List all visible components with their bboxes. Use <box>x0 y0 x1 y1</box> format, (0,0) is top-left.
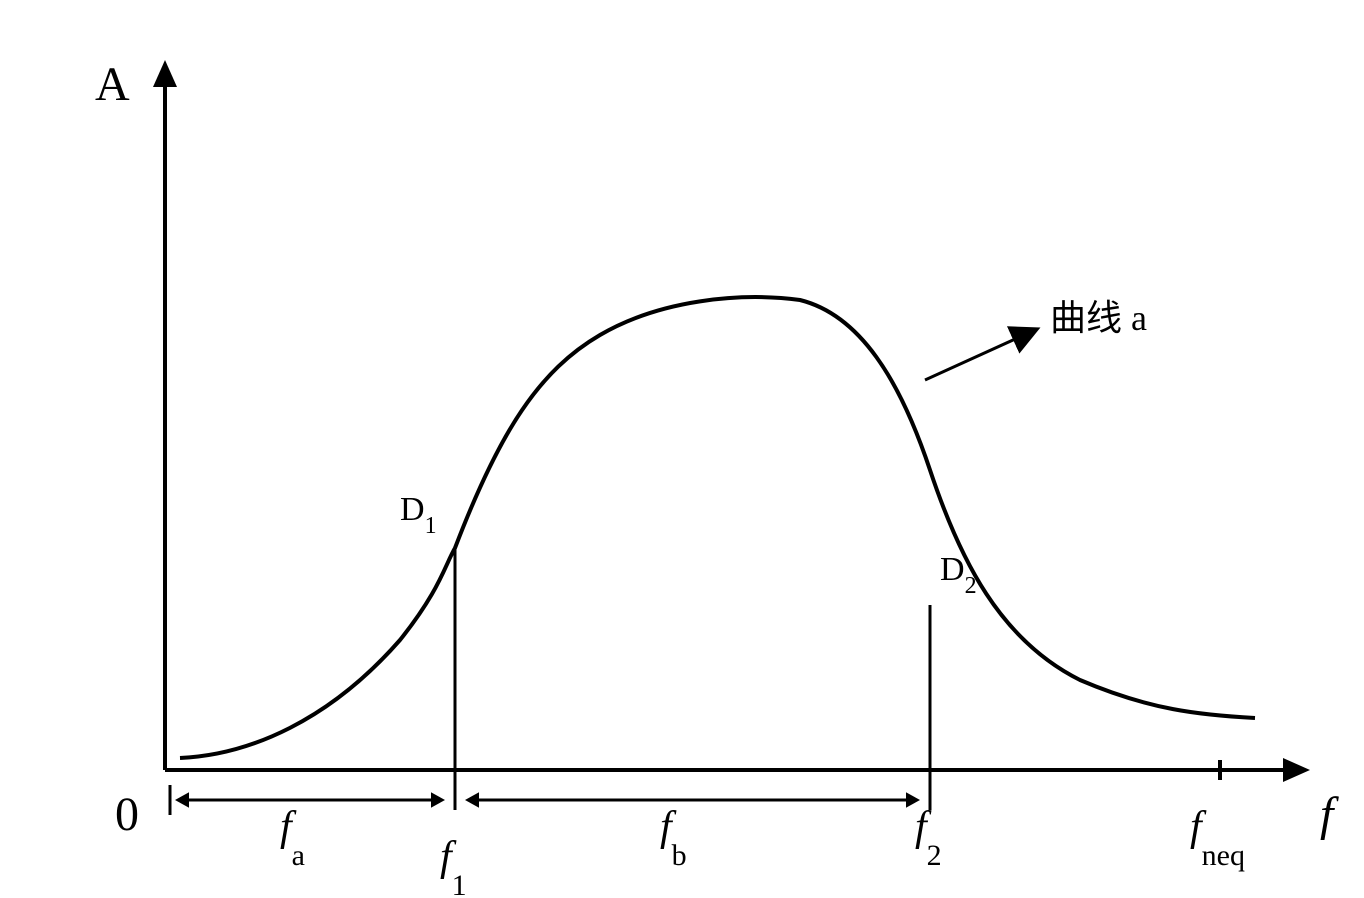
point-d2-label: D2 <box>940 551 977 599</box>
f1-label: f1 <box>440 834 467 898</box>
response-curve-a <box>180 297 1255 758</box>
x-axis-label: f <box>1320 788 1339 841</box>
curve-label-arrow <box>925 330 1035 380</box>
fb-label: fb <box>660 804 687 872</box>
origin-label: 0 <box>115 788 139 841</box>
dimension-fb <box>465 792 920 808</box>
x-axis-arrowhead <box>1283 758 1310 782</box>
frequency-response-diagram: A f 0 曲线 a D1 D2 fa fb f1 f2 fneq <box>0 0 1364 898</box>
point-d1-label: D1 <box>400 491 437 539</box>
fneq-label: fneq <box>1190 804 1245 872</box>
y-axis-arrowhead <box>153 60 177 87</box>
dimension-fa <box>170 785 445 815</box>
fa-label: fa <box>280 804 305 872</box>
y-axis-label: A <box>95 58 130 111</box>
curve-label: 曲线 a <box>1050 298 1147 338</box>
f2-label: f2 <box>915 804 942 872</box>
